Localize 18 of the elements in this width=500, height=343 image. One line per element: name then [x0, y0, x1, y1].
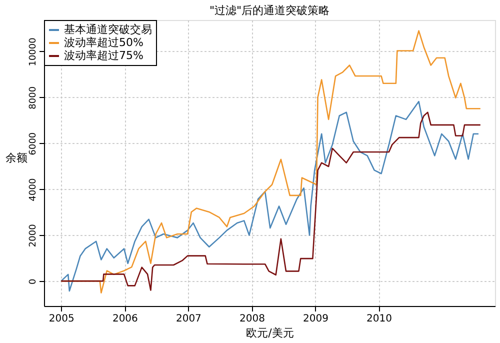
- x-tick-label: 2006: [112, 314, 138, 324]
- x-tick-label: 2005: [48, 314, 74, 324]
- chart-title: "过滤"后的通道突破策略: [209, 4, 330, 17]
- y-tick-label: 2000: [28, 224, 38, 248]
- legend-label: 基本通道突破交易: [64, 23, 152, 36]
- y-tick-label: 0: [28, 278, 38, 284]
- x-tick-label: 2010: [366, 314, 392, 324]
- y-tick-label: 4000: [28, 178, 38, 202]
- legend-label: 波动率超过50%: [64, 36, 144, 49]
- x-axis-title: 欧元/美元: [246, 326, 294, 340]
- x-tick-label: 2007: [176, 314, 202, 324]
- x-tick-label: 2009: [303, 314, 328, 324]
- y-axis-title: 余额: [6, 152, 28, 164]
- y-tick-label: 8000: [28, 86, 38, 110]
- y-tick-label: 6000: [28, 132, 38, 156]
- legend-label: 波动率超过75%: [64, 49, 144, 62]
- x-tick-label: 2008: [239, 314, 265, 324]
- y-tick-label: 10000: [28, 37, 38, 66]
